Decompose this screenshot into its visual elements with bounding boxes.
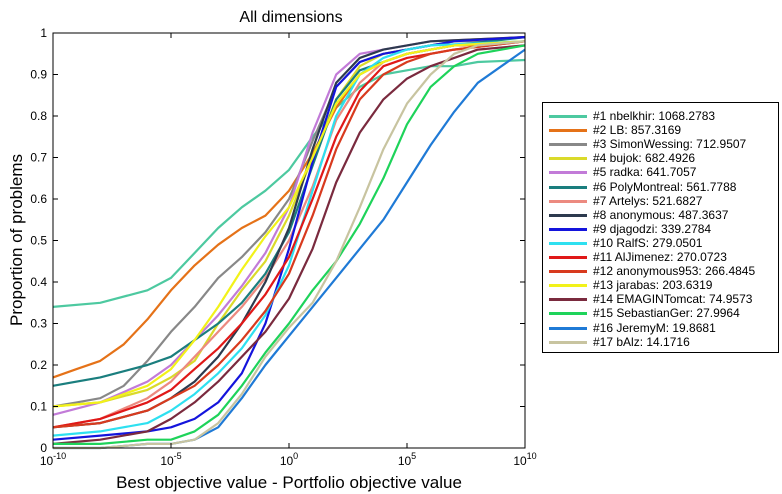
legend-swatch (549, 143, 587, 147)
series-line-15 (53, 44, 526, 445)
chart-title: All dimensions (239, 9, 342, 26)
legend-label: #13 jarabas: 203.6319 (593, 278, 713, 293)
y-tick-label: 0.3 (30, 317, 47, 331)
series-line-4 (52, 36, 526, 408)
y-tick-label: 0.5 (30, 234, 47, 248)
series-line-1 (52, 58, 526, 308)
x-axis-label: Best objective value - Portfolio objecti… (116, 473, 462, 492)
x-tick-label: 10-5 (160, 451, 181, 468)
y-tick-label: 0 (40, 441, 47, 455)
legend-swatch (549, 298, 587, 302)
legend-item: #3 SimonWessing: 712.9507 (543, 137, 778, 152)
legend-swatch (549, 115, 587, 118)
y-tick-label: 0.1 (30, 400, 47, 414)
legend-swatch (549, 199, 587, 203)
x-tick-label: 1010 (513, 451, 536, 468)
legend: #1 nbelkhir: 1068.2783 #2 LB: 857.3169 #3 … (542, 102, 779, 353)
legend-label: #17 bAlz: 14.1716 (593, 334, 690, 349)
legend-item: #9 djagodzi: 339.2784 (543, 222, 778, 237)
legend-label: #7 Artelys: 521.6827 (593, 193, 703, 208)
legend-item: #15 SebastianGer: 27.9964 (543, 306, 778, 321)
legend-label: #6 PolyMontreal: 561.7788 (593, 179, 737, 194)
legend-item: #11 AlJimenez: 270.0723 (543, 250, 778, 265)
legend-label: #16 JeremyM: 19.8681 (593, 320, 716, 335)
y-tick-label: 0.2 (30, 358, 47, 372)
legend-swatch (549, 171, 587, 175)
series-line-12 (52, 40, 526, 429)
legend-label: #8 anonymous: 487.3637 (593, 207, 729, 222)
series-line-3 (52, 36, 526, 408)
legend-label: #9 djagodzi: 339.2784 (593, 221, 712, 236)
legend-item: #10 RalfS: 279.0501 (543, 236, 778, 251)
legend-item: #14 EMAGINTomcat: 74.9573 (543, 292, 778, 307)
legend-label: #10 RalfS: 279.0501 (593, 235, 703, 250)
legend-swatch (549, 213, 587, 217)
series-line-14 (52, 44, 526, 445)
legend-label: #2 LB: 857.3169 (593, 123, 682, 138)
legend-item: #13 jarabas: 203.6319 (543, 278, 778, 293)
legend-swatch (549, 129, 587, 133)
legend-item: #2 LB: 857.3169 (543, 123, 778, 138)
legend-swatch (549, 326, 587, 330)
legend-swatch (549, 227, 587, 231)
x-tick-label: 105 (398, 451, 416, 468)
legend-item: #12 anonymous953: 266.4845 (543, 264, 778, 279)
legend-label: #11 AlJimenez: 270.0723 (593, 250, 727, 264)
legend-item: #5 radka: 641.7057 (543, 165, 778, 180)
legend-item: #7 Artelys: 521.6827 (543, 194, 778, 209)
legend-label: #5 radka: 641.7057 (593, 165, 697, 180)
x-tick-label: 10-10 (40, 451, 66, 468)
y-axis-label: Proportion of problems (7, 154, 26, 326)
legend-swatch (549, 340, 587, 344)
legend-swatch (549, 284, 587, 288)
legend-swatch (549, 185, 587, 189)
legend-swatch (549, 256, 587, 259)
legend-item: #16 JeremyM: 19.8681 (543, 321, 778, 336)
y-tick-label: 1 (40, 26, 47, 40)
x-tick-label: 100 (280, 451, 298, 468)
legend-label: #4 bujok: 682.4926 (593, 151, 696, 166)
series-line-11 (52, 40, 526, 429)
series-line-13 (52, 40, 526, 408)
plot-area (52, 36, 526, 450)
y-tick-label: 0.6 (30, 192, 47, 206)
y-tick-label: 0.9 (30, 68, 47, 82)
legend-label: #14 EMAGINTomcat: 74.9573 (593, 292, 753, 307)
y-tick-label: 0.8 (30, 109, 47, 123)
legend-label: #1 nbelkhir: 1068.2783 (593, 109, 716, 123)
legend-item: #4 bujok: 682.4926 (543, 151, 778, 166)
legend-label: #3 SimonWessing: 712.9507 (593, 137, 747, 152)
legend-item: #6 PolyMontreal: 561.7788 (543, 180, 778, 195)
y-axis: 0 0.1 0.2 0.3 0.4 0.5 0.6 0.7 0.8 0.9 1 (30, 26, 525, 455)
y-tick-label: 0.7 (30, 151, 47, 165)
legend-item: #17 bAlz: 14.1716 (543, 335, 778, 350)
legend-swatch (549, 270, 587, 274)
series-line-17 (53, 40, 526, 450)
y-tick-label: 0.4 (30, 275, 47, 289)
legend-item: #1 nbelkhir: 1068.2783 (543, 109, 778, 124)
legend-swatch (549, 241, 587, 245)
legend-swatch (549, 312, 587, 316)
legend-label: #12 anonymous953: 266.4845 (593, 264, 756, 279)
legend-item: #8 anonymous: 487.3637 (543, 208, 778, 223)
legend-label: #15 SebastianGer: 27.9964 (593, 306, 740, 321)
series-line-6 (52, 36, 526, 387)
legend-swatch (549, 157, 587, 161)
